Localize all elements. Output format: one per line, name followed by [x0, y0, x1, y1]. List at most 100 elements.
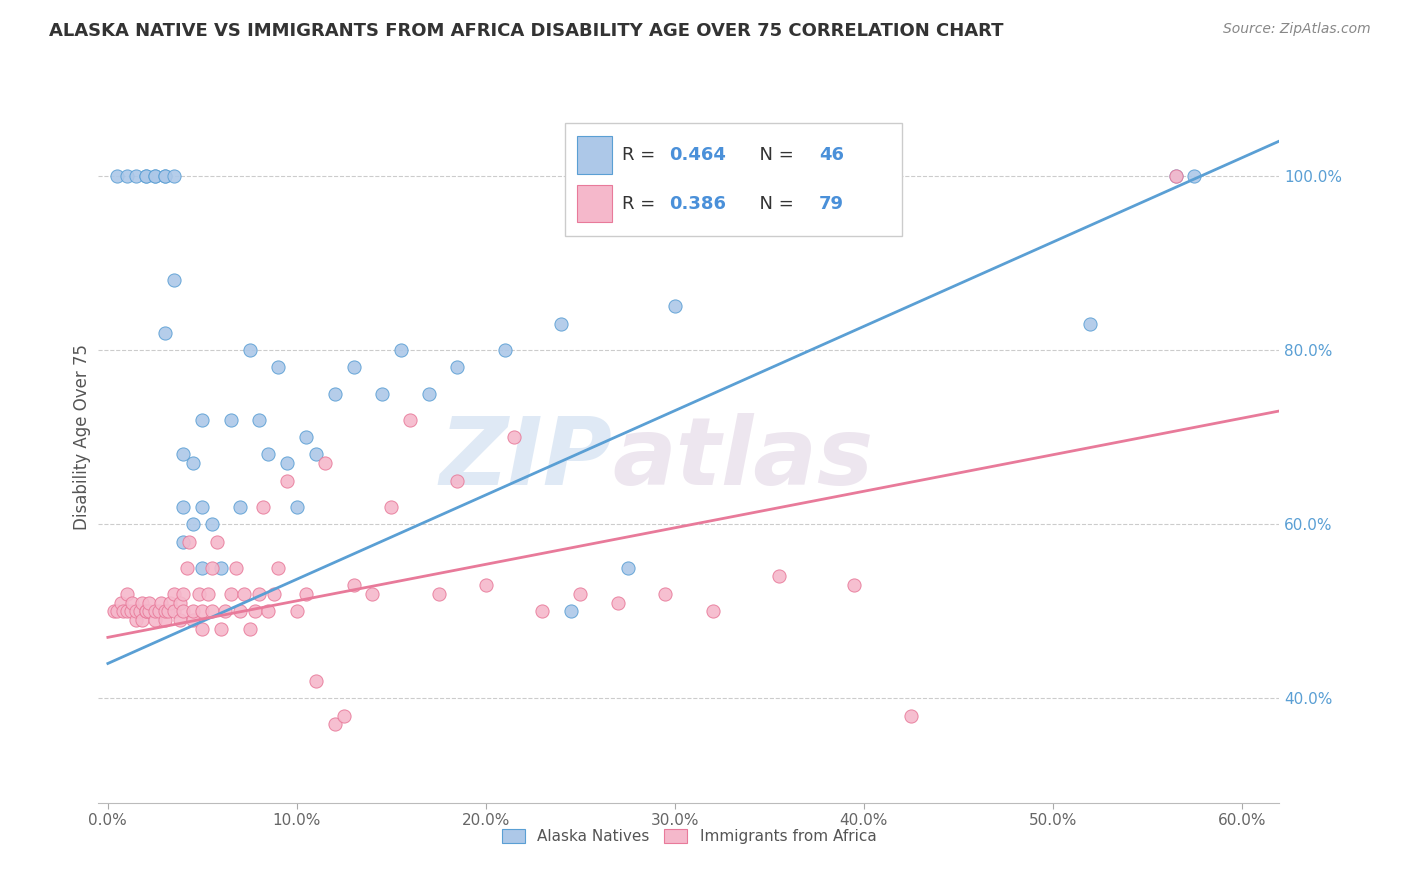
Point: [135, 169, 157, 183]
Point: [143, 169, 166, 183]
Text: R =: R =: [621, 195, 661, 213]
Point: [138, 604, 160, 618]
Point: [768, 569, 790, 583]
Bar: [576, 136, 612, 174]
Point: [263, 587, 285, 601]
Point: [245, 604, 267, 618]
Point: [169, 595, 191, 609]
Point: [427, 587, 450, 601]
Point: [446, 474, 468, 488]
Point: [844, 578, 866, 592]
Point: [276, 474, 298, 488]
Point: [181, 604, 204, 618]
Point: [191, 560, 214, 574]
Text: N =: N =: [748, 195, 800, 213]
Point: [191, 500, 214, 514]
Point: [247, 412, 270, 426]
Point: [172, 587, 194, 601]
Point: [418, 386, 440, 401]
Point: [176, 560, 198, 574]
Point: [257, 448, 280, 462]
Point: [616, 560, 638, 574]
Point: [153, 169, 176, 183]
Point: [503, 430, 526, 444]
Point: [494, 343, 516, 357]
Y-axis label: Disability Age Over 75: Disability Age Over 75: [73, 344, 91, 530]
Point: [247, 587, 270, 601]
Point: [252, 500, 274, 514]
Point: [181, 517, 204, 532]
Legend: Alaska Natives, Immigrants from Africa: Alaska Natives, Immigrants from Africa: [495, 822, 883, 850]
Point: [135, 604, 157, 618]
Point: [181, 613, 204, 627]
Point: [446, 360, 468, 375]
Point: [197, 587, 219, 601]
Point: [105, 169, 128, 183]
Point: [214, 604, 236, 618]
Point: [389, 343, 412, 357]
Point: [314, 456, 336, 470]
Point: [323, 386, 346, 401]
Point: [380, 500, 402, 514]
Point: [172, 534, 194, 549]
Point: [172, 604, 194, 618]
Point: [148, 604, 170, 618]
Point: [121, 595, 143, 609]
Point: [138, 595, 160, 609]
Text: 46: 46: [818, 146, 844, 164]
Point: [285, 500, 308, 514]
Point: [267, 560, 290, 574]
Point: [219, 412, 242, 426]
Point: [229, 500, 252, 514]
Point: [342, 578, 364, 592]
Point: [560, 604, 582, 618]
Point: [103, 604, 125, 618]
Point: [267, 360, 290, 375]
Point: [900, 708, 922, 723]
Point: [295, 587, 318, 601]
Bar: [576, 185, 612, 222]
Point: [305, 448, 328, 462]
Point: [702, 604, 724, 618]
Point: [172, 500, 194, 514]
Point: [111, 604, 134, 618]
Point: [607, 595, 630, 609]
Point: [201, 517, 224, 532]
Point: [163, 587, 186, 601]
Point: [201, 560, 224, 574]
Text: Source: ZipAtlas.com: Source: ZipAtlas.com: [1223, 22, 1371, 37]
Point: [110, 595, 132, 609]
Text: ZIP: ZIP: [439, 413, 612, 505]
Point: [399, 412, 422, 426]
Point: [219, 587, 242, 601]
Point: [172, 448, 194, 462]
Text: 0.464: 0.464: [669, 146, 725, 164]
Text: 79: 79: [818, 195, 844, 213]
Point: [131, 613, 153, 627]
Point: [361, 587, 384, 601]
Point: [191, 412, 214, 426]
Point: [143, 604, 166, 618]
Text: R =: R =: [621, 146, 661, 164]
Point: [191, 604, 214, 618]
FancyBboxPatch shape: [565, 122, 901, 235]
Point: [115, 587, 138, 601]
Point: [115, 169, 138, 183]
Point: [232, 587, 254, 601]
Point: [143, 169, 166, 183]
Point: [153, 326, 176, 340]
Point: [120, 604, 142, 618]
Point: [129, 604, 152, 618]
Point: [149, 595, 172, 609]
Point: [569, 587, 592, 601]
Point: [153, 169, 176, 183]
Point: [229, 604, 252, 618]
Point: [125, 169, 148, 183]
Point: [187, 587, 209, 601]
Point: [131, 595, 153, 609]
Point: [153, 613, 176, 627]
Point: [163, 604, 186, 618]
Point: [276, 456, 298, 470]
Point: [295, 430, 318, 444]
Point: [157, 604, 180, 618]
